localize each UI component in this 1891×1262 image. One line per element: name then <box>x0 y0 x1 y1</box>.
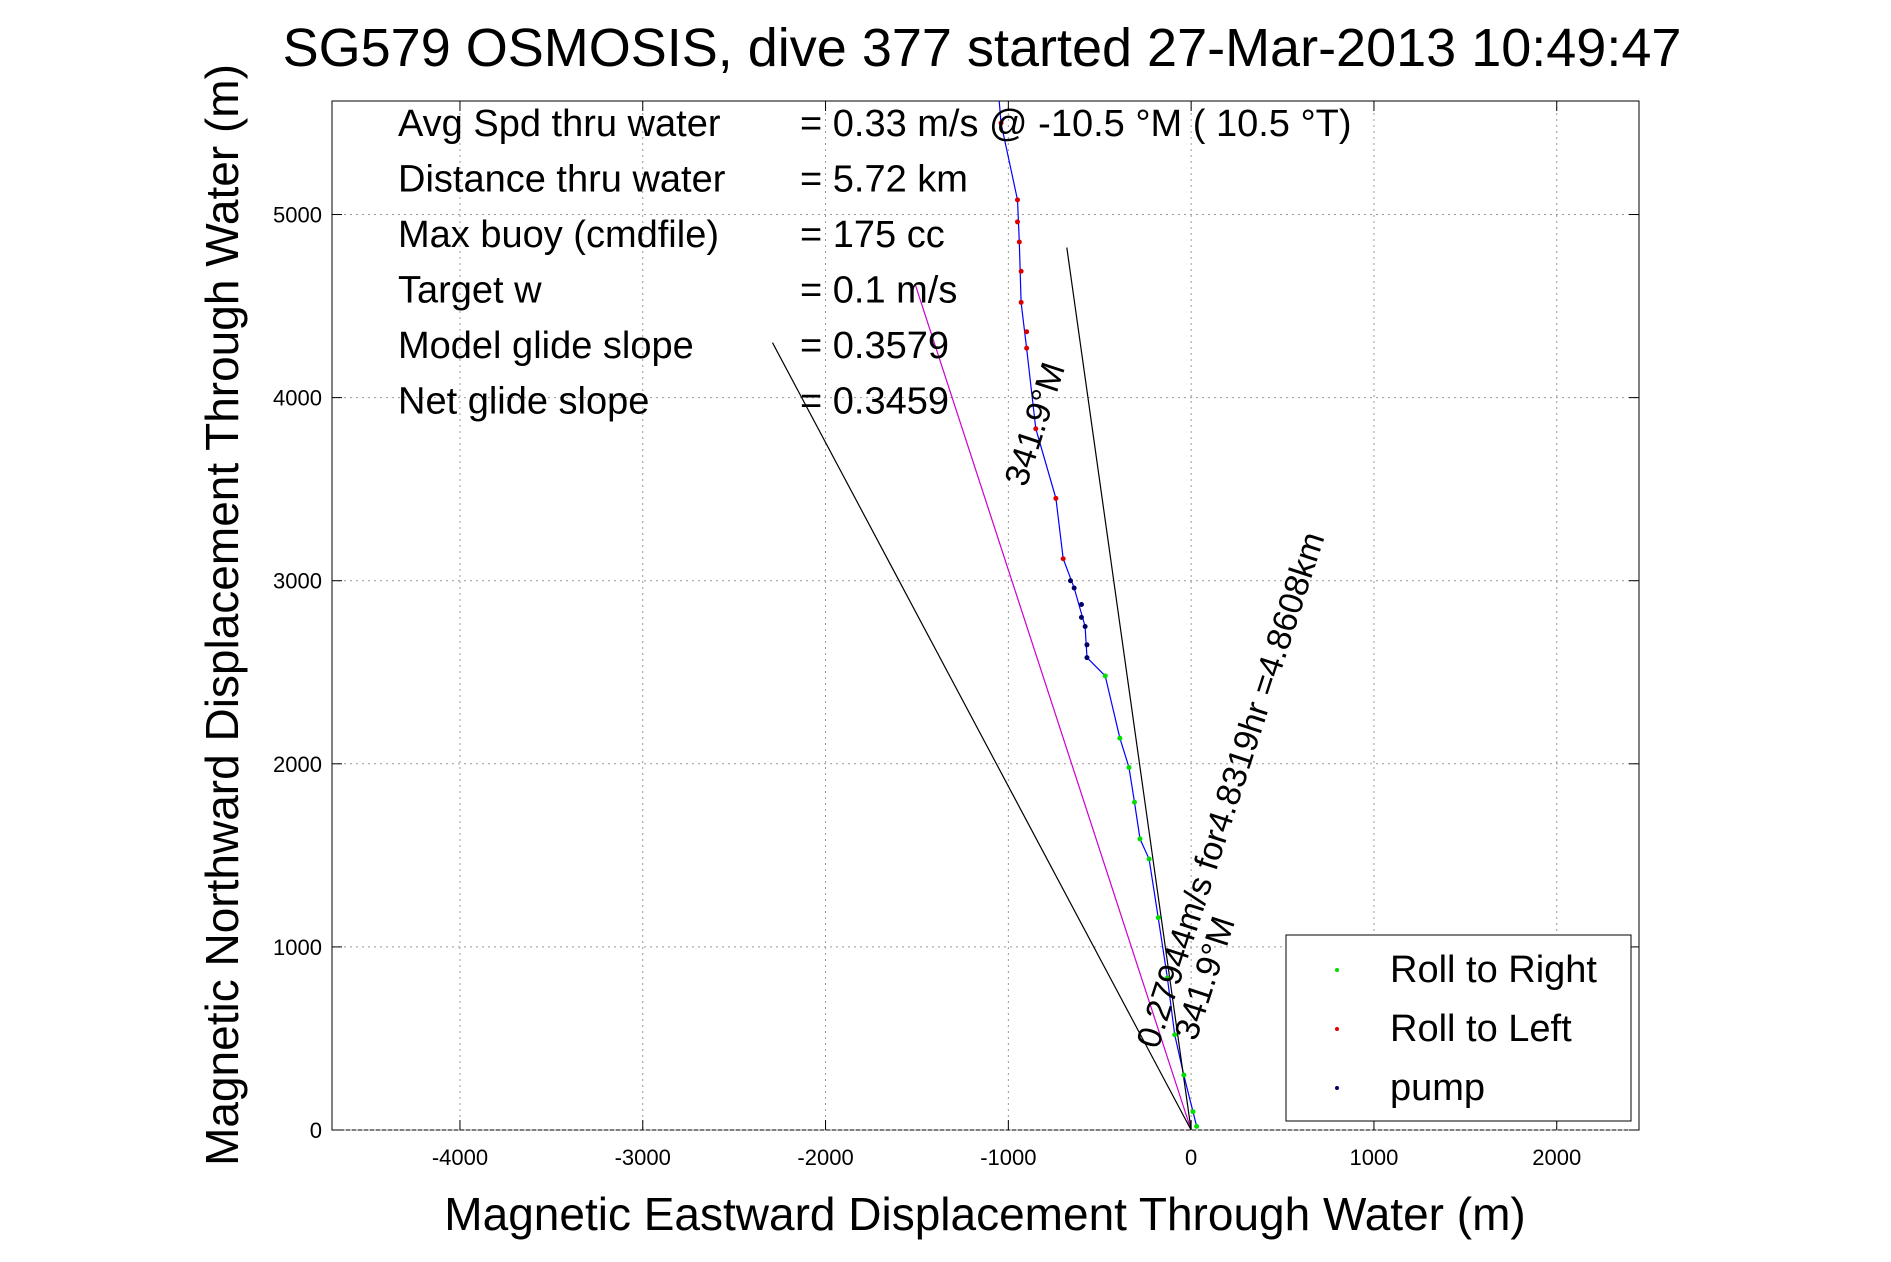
y-tick-label: 2000 <box>273 752 322 777</box>
x-tick-label: 1000 <box>1349 1145 1398 1170</box>
point-roll-to-right <box>1181 1072 1187 1078</box>
line-glide-slope-right <box>1066 247 1192 1131</box>
point-roll-to-left <box>1060 556 1066 562</box>
x-tick-label: -3000 <box>615 1145 671 1170</box>
x-tick-label: -1000 <box>980 1145 1036 1170</box>
point-pump <box>1084 655 1090 661</box>
point-roll-to-left <box>1053 495 1059 501</box>
point-roll-to-left <box>998 120 1004 126</box>
y-tick-label: 4000 <box>273 386 322 411</box>
legend-marker <box>1335 968 1339 972</box>
point-pump <box>1078 614 1084 620</box>
point-roll-to-right <box>1190 1109 1196 1115</box>
legend-marker <box>1335 1086 1339 1090</box>
point-roll-to-right <box>1117 735 1123 741</box>
y-axis-label: Magnetic Northward Displacement Through … <box>196 64 248 1166</box>
stat-value: = 5.72 km <box>800 159 968 201</box>
y-tick-label: 5000 <box>273 203 322 228</box>
stats-block: Avg Spd thru water = 0.33 m/s @ -10.5 °M … <box>398 103 1352 423</box>
point-roll-to-left <box>1018 299 1024 305</box>
point-roll-to-right <box>1155 915 1161 921</box>
point-roll-to-left <box>1033 426 1039 432</box>
point-roll-to-right <box>1126 764 1132 770</box>
point-pump <box>1078 602 1084 608</box>
y-tick-label: 1000 <box>273 935 322 960</box>
point-pump <box>1082 623 1088 629</box>
x-tick-label: -2000 <box>797 1145 853 1170</box>
point-roll-to-left <box>1018 268 1024 274</box>
point-pump <box>1071 585 1077 591</box>
grid-lines <box>332 101 1639 1131</box>
y-tick-label: 0 <box>310 1118 322 1143</box>
x-axis-label: Magnetic Eastward Displacement Through W… <box>444 1188 1525 1240</box>
point-roll-to-right <box>1137 836 1143 842</box>
legend-entry: Roll to Left <box>1390 1008 1572 1050</box>
point-roll-to-right <box>1194 1123 1200 1129</box>
stat-value: = 0.1 m/s <box>800 270 957 312</box>
plot-lines <box>771 100 1198 1131</box>
point-roll-to-left <box>1014 197 1020 203</box>
stat-value: = 175 cc <box>800 214 945 256</box>
y-axis-ticks: 0 1000 2000 3000 4000 5000 <box>273 203 1639 1143</box>
legend-box <box>1285 934 1632 1122</box>
stat-label: Target w <box>398 270 542 312</box>
x-tick-label: -4000 <box>432 1145 488 1170</box>
point-roll-to-right <box>1102 673 1108 679</box>
stat-value: = 0.3459 <box>800 381 949 423</box>
line-track <box>998 100 1198 1127</box>
stat-value: = 0.33 m/s @ -10.5 °M ( 10.5 °T) <box>800 103 1352 145</box>
stat-value: = 0.3579 <box>800 325 949 367</box>
stat-label: Avg Spd thru water <box>398 103 721 145</box>
point-roll-to-left <box>1016 239 1022 245</box>
legend-entry: pump <box>1390 1067 1485 1109</box>
point-pump <box>1068 578 1074 584</box>
x-axis-ticks: -4000 -3000 -2000 -1000 0 1000 2000 <box>432 101 1581 1170</box>
y-tick-label: 3000 <box>273 569 322 594</box>
point-roll-to-right <box>1164 975 1170 981</box>
plot-points <box>998 120 1200 1129</box>
point-roll-to-left <box>1024 345 1030 351</box>
point-roll-to-left <box>1024 329 1030 335</box>
point-roll-to-left <box>1014 219 1020 225</box>
legend-marker <box>1335 1027 1339 1031</box>
line-current <box>914 283 1192 1131</box>
point-roll-to-right <box>1172 1032 1178 1038</box>
legend: Roll to Right Roll to Left pump <box>1285 934 1632 1122</box>
point-roll-to-right <box>1146 856 1152 862</box>
stat-label: Model glide slope <box>398 325 694 367</box>
point-pump <box>1084 642 1090 648</box>
stat-label: Max buoy (cmdfile) <box>398 214 719 256</box>
point-roll-to-right <box>1131 799 1137 805</box>
x-tick-label: 0 <box>1185 1145 1197 1170</box>
stat-label: Net glide slope <box>398 381 649 423</box>
line-glide-slope-left <box>771 342 1192 1131</box>
stat-label: Distance thru water <box>398 159 726 201</box>
x-tick-label: 2000 <box>1532 1145 1581 1170</box>
legend-entry: Roll to Right <box>1390 949 1597 991</box>
chart-title: SG579 OSMOSIS, dive 377 started 27-Mar-2… <box>283 18 1682 78</box>
